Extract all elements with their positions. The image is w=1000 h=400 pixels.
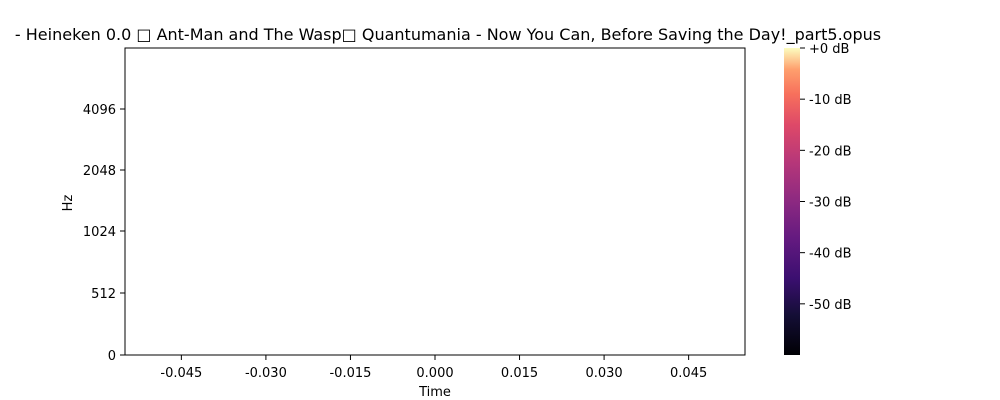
x-axis-ticks: -0.045 -0.030 -0.015 0.000 0.015 0.030 0.045 [160,355,707,381]
y-tick-label: 4096 [83,103,116,118]
y-tick-label: 2048 [83,164,116,179]
plot-area [124,47,746,356]
colorbar-ticks: +0 dB -10 dB -20 dB -30 dB -40 dB -50 dB [800,42,852,313]
x-tick-label: -0.030 [245,366,287,381]
x-tick-label: 0.015 [501,366,538,381]
x-tick-label: -0.045 [160,366,202,381]
y-axis-label: Hz [61,195,76,212]
x-tick-label: -0.015 [329,366,371,381]
y-tick-label: 1024 [83,225,116,240]
chart-title: - Heineken 0.0 □ Ant-Man and The Wasp□ Q… [15,25,881,45]
y-tick-label: 512 [91,287,116,302]
y-axis-ticks: 0 512 1024 2048 4096 [83,103,125,364]
colorbar-tick-label: -30 dB [809,196,852,211]
colorbar-tick-label: -10 dB [809,93,852,108]
x-tick-label: 0.030 [585,366,622,381]
colorbar-tick-label: -50 dB [809,298,852,313]
colorbar-tick-label: +0 dB [809,42,849,57]
colorbar-tick-label: -40 dB [809,247,852,262]
x-tick-label: 0.000 [416,366,453,381]
colorbar [784,48,800,355]
x-axis-label: Time [418,385,451,400]
colorbar-tick-label: -20 dB [809,144,852,159]
y-tick-label: 0 [108,349,116,364]
x-tick-label: 0.045 [670,366,707,381]
